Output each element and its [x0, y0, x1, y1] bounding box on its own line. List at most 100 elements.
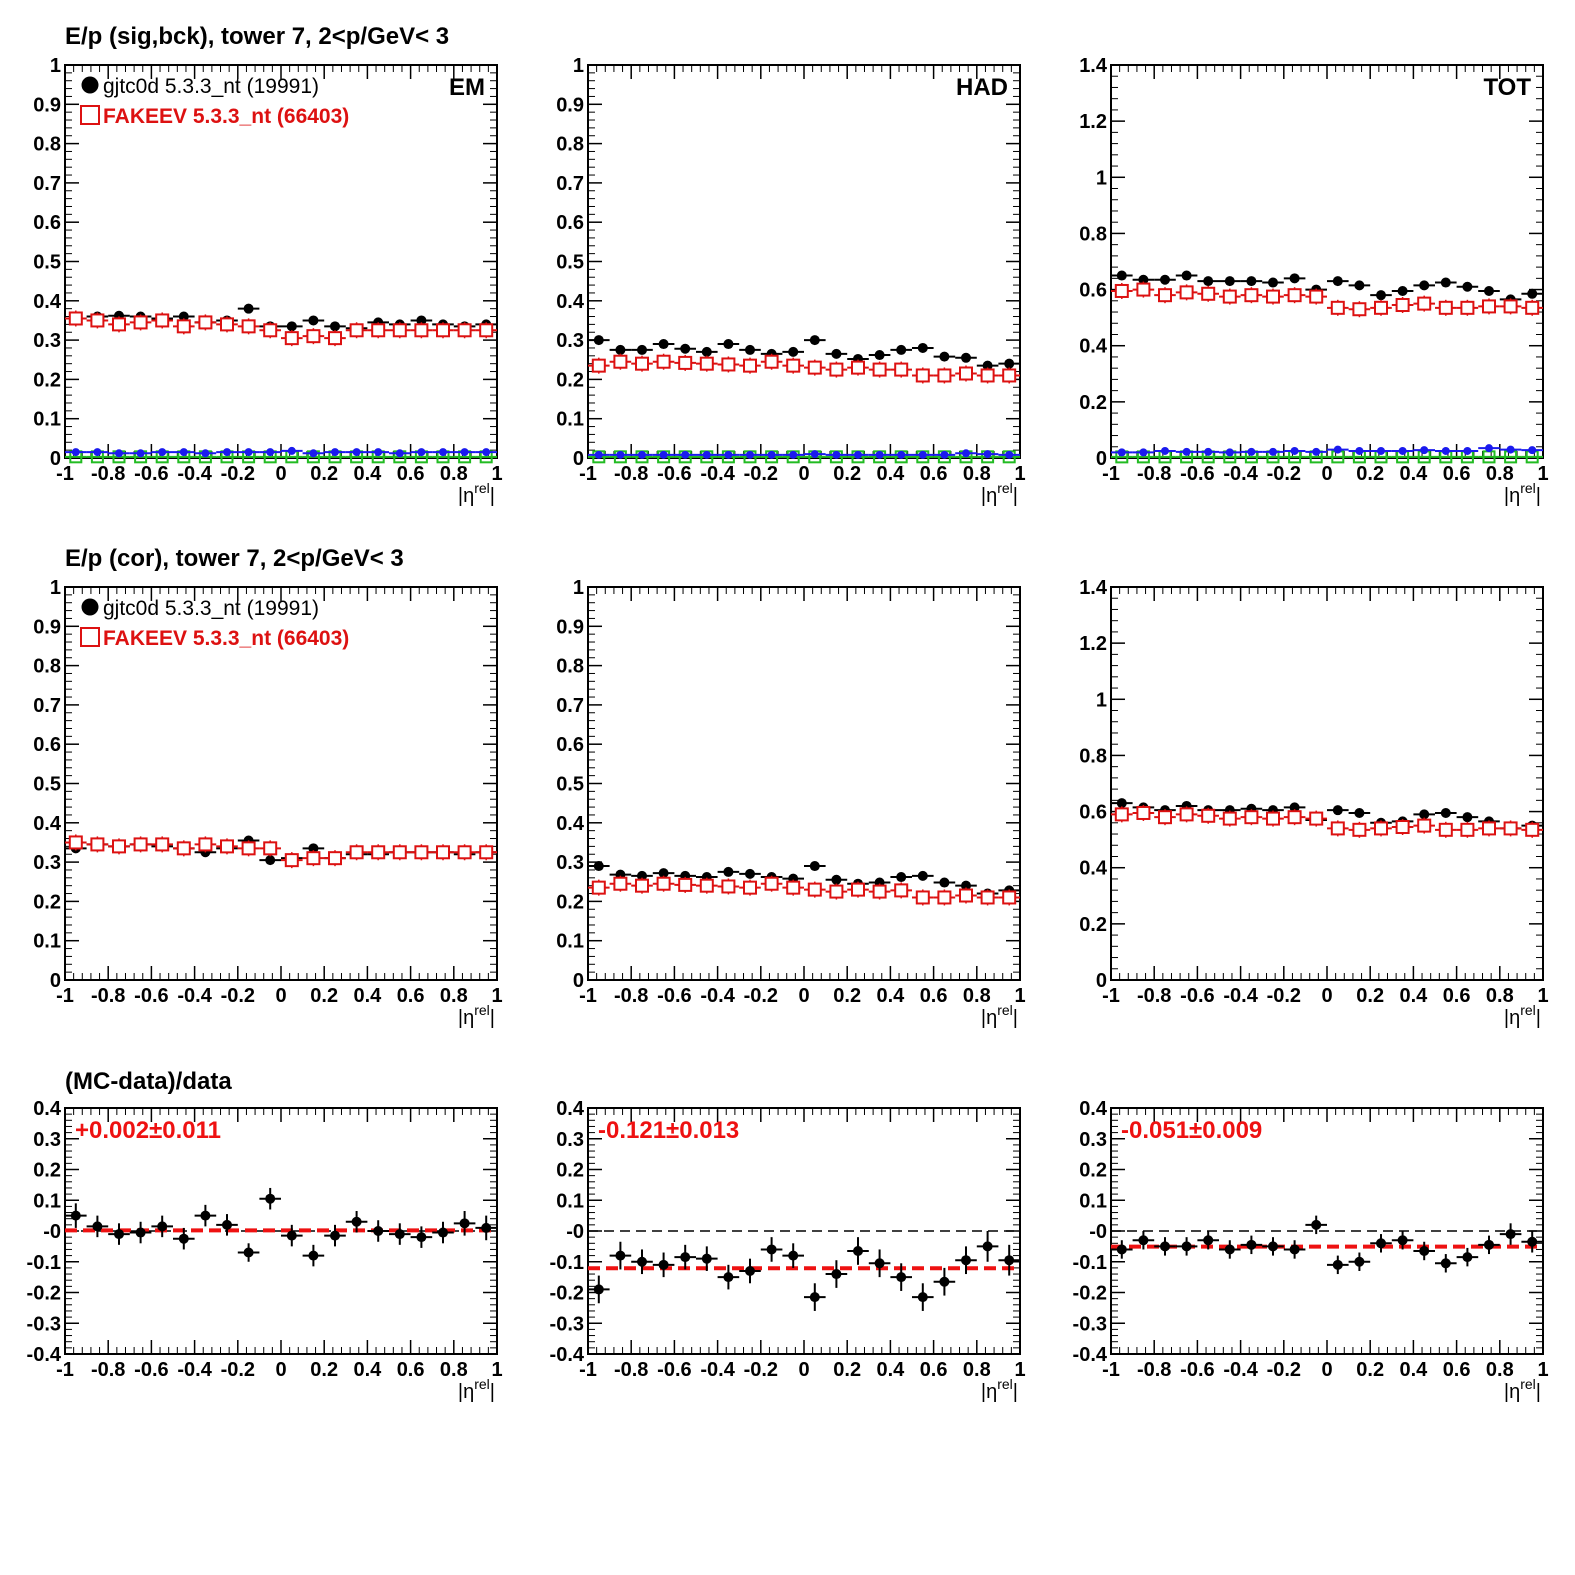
- data-point: [637, 344, 647, 355]
- ratio-point: [222, 1219, 232, 1230]
- x-axis-label: |ηrel|: [981, 1376, 1018, 1403]
- y-tick-label: 0.7: [556, 173, 584, 195]
- bkg-data-marker: [287, 446, 296, 455]
- x-tick-label: -0.4: [177, 985, 212, 1007]
- data-point: [939, 351, 950, 362]
- mc-point: [1158, 810, 1172, 825]
- x-tick-label: -1: [56, 985, 74, 1007]
- legend-marker-mc: [80, 105, 100, 125]
- mc-point: [1244, 288, 1259, 303]
- ratio-point: [961, 1255, 971, 1266]
- legend-label-mc: FAKEEV 5.3.3_nt (66403): [103, 627, 349, 650]
- panel-r3c1: -0.4 -0.3 -0.2 -0.1 -0 0.1 0.2 0.3 0.4 -1 -0.8 -0.6…: [27, 1098, 503, 1403]
- ratio-point: [896, 1272, 907, 1283]
- y-tick-label: -0.4: [550, 1344, 585, 1366]
- data-point: [1116, 798, 1127, 809]
- y-tick-label: 0.6: [556, 734, 584, 756]
- y-tick-label: -0.1: [1073, 1252, 1107, 1274]
- mc-point: [656, 876, 671, 891]
- mc-point: [392, 323, 407, 338]
- mc-point: [176, 319, 191, 334]
- mc-point: [699, 356, 714, 371]
- x-tick-label: -1: [579, 1359, 597, 1381]
- x-tick-label: 0.6: [1443, 463, 1471, 485]
- ratio-point: [92, 1221, 103, 1232]
- data-point: [723, 339, 734, 350]
- data-point: [1203, 276, 1214, 287]
- y-tick-label: -0: [43, 1221, 61, 1243]
- y-tick-label: 0.3: [1079, 1129, 1107, 1151]
- bkg-data-marker: [1377, 446, 1385, 455]
- data-point: [1160, 274, 1170, 285]
- x-tick-label: -0.6: [1180, 1359, 1214, 1381]
- y-tick-label: 0.2: [1079, 1160, 1107, 1182]
- bkg-data-marker: [897, 450, 906, 459]
- y-tick-label: 0.5: [33, 252, 61, 274]
- mc-point: [1525, 300, 1540, 315]
- ratio-point: [853, 1245, 863, 1256]
- mc-point: [1266, 289, 1280, 304]
- y-tick-label: 0.8: [1079, 745, 1107, 767]
- y-tick-label: -0.2: [27, 1283, 61, 1305]
- y-tick-label: 0.8: [556, 134, 584, 156]
- legend-label-mc: FAKEEV 5.3.3_nt (66403): [103, 105, 349, 128]
- x-tick-label: 0.4: [876, 1359, 905, 1381]
- x-axis-label: |ηrel|: [458, 1002, 495, 1029]
- x-tick-label: -0.2: [744, 985, 778, 1007]
- bkg-data-marker: [1290, 446, 1299, 455]
- data-point: [265, 855, 276, 866]
- data-point: [961, 880, 971, 891]
- ratio-point: [1462, 1252, 1473, 1263]
- mc-point: [1136, 805, 1151, 820]
- data-point: [1354, 807, 1365, 818]
- plot-frame: [587, 64, 1021, 459]
- data-point: [982, 360, 993, 371]
- mc-point: [1460, 822, 1475, 837]
- mc-point: [328, 851, 342, 866]
- x-tick-label: 0.8: [440, 463, 468, 485]
- bkg-data-marker: [875, 450, 884, 459]
- y-tick-label: 0.2: [33, 1160, 61, 1182]
- y-tick-label: 0: [573, 448, 584, 470]
- ratio-point: [593, 1284, 604, 1295]
- bkg-data-marker: [1355, 446, 1364, 455]
- data-point: [593, 335, 604, 346]
- x-tick-label: -0.4: [177, 463, 212, 485]
- x-tick-label: 0.2: [310, 1359, 338, 1381]
- ratio-point: [416, 1232, 427, 1243]
- y-tick-label: -0.1: [27, 1252, 61, 1274]
- x-tick-label: -0.2: [221, 463, 255, 485]
- mc-point: [591, 880, 606, 895]
- mc-point: [807, 882, 822, 897]
- ratio-point: [939, 1276, 950, 1287]
- x-tick-label: 0.6: [920, 1359, 948, 1381]
- y-tick-label: 1.2: [1079, 111, 1107, 133]
- x-tick-label: -1: [1102, 1359, 1120, 1381]
- x-tick-label: -0.4: [700, 985, 735, 1007]
- mc-point: [371, 323, 386, 338]
- data-point: [658, 339, 669, 350]
- data-point: [243, 303, 254, 314]
- bkg-data-marker: [331, 448, 339, 457]
- x-tick-label: 0.2: [1356, 1359, 1384, 1381]
- x-tick-label: 0: [1321, 985, 1332, 1007]
- y-tick-label: 0.2: [556, 369, 584, 391]
- mc-point: [894, 362, 909, 377]
- data-point: [745, 344, 755, 355]
- x-tick-label: 0.8: [1486, 1359, 1514, 1381]
- x-tick-label: 0.8: [440, 1359, 468, 1381]
- y-tick-label: 0.2: [1079, 392, 1107, 414]
- ratio-point: [917, 1292, 928, 1303]
- x-tick-label: -0.2: [1267, 985, 1301, 1007]
- ratio-point: [1224, 1244, 1235, 1255]
- x-tick-label: -0.4: [1223, 463, 1258, 485]
- mc-point: [1309, 811, 1324, 826]
- x-tick-label: 0.8: [1486, 985, 1514, 1007]
- data-point: [1376, 290, 1386, 301]
- y-tick-label: -0.2: [550, 1283, 584, 1305]
- y-tick-label: 0.7: [556, 695, 584, 717]
- y-tick-label: 0.3: [556, 330, 584, 352]
- mc-point: [1438, 822, 1453, 837]
- data-point: [1332, 805, 1343, 816]
- y-tick-label: 0.9: [33, 616, 61, 638]
